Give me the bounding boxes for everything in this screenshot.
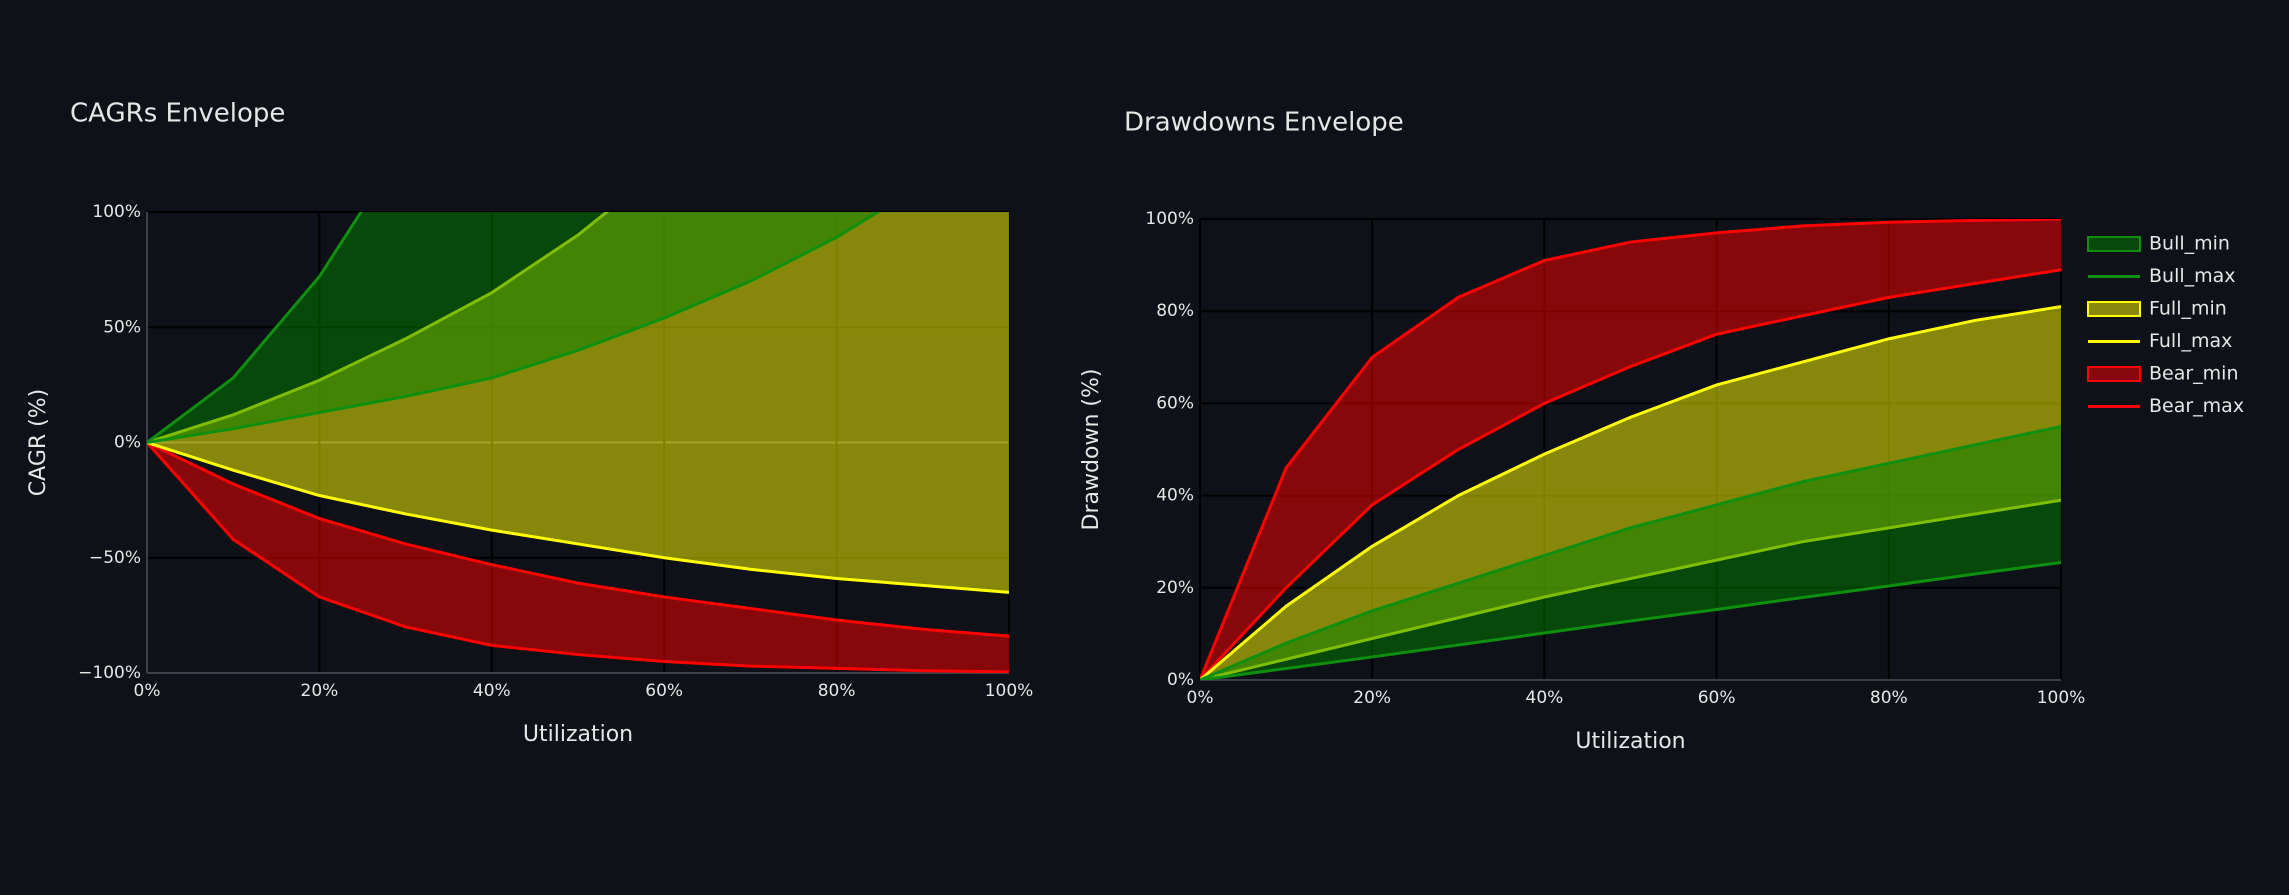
legend-label: Bull_min bbox=[2149, 233, 2230, 255]
legend-swatch bbox=[2087, 236, 2141, 252]
y-tick-label: 60% bbox=[1156, 393, 1194, 413]
envelope-fill bbox=[1200, 426, 2061, 680]
x-tick-label: 60% bbox=[645, 681, 683, 701]
x-tick-label: 0% bbox=[1187, 688, 1214, 708]
envelope-fill bbox=[1200, 219, 2061, 680]
y-tick-label: 100% bbox=[92, 202, 141, 222]
y-tick-label: 20% bbox=[1156, 578, 1194, 598]
x-tick-label: 100% bbox=[985, 681, 1034, 701]
series-line bbox=[147, 441, 1009, 673]
x-tick-label: 80% bbox=[818, 681, 856, 701]
x-tick-label: 80% bbox=[1870, 688, 1908, 708]
x-axis-title: Utilization bbox=[523, 722, 633, 747]
series-line bbox=[1200, 268, 2061, 680]
legend-swatch bbox=[2087, 366, 2141, 382]
y-tick-label: 80% bbox=[1156, 301, 1194, 321]
x-tick-label: 20% bbox=[301, 681, 339, 701]
plot-area bbox=[1200, 219, 2061, 680]
chart-title: Drawdowns Envelope bbox=[1124, 108, 1404, 138]
y-axis-title: CAGR (%) bbox=[26, 389, 51, 496]
series-line bbox=[1200, 560, 2061, 680]
legend-label: Full_max bbox=[2149, 330, 2232, 352]
legend-swatch bbox=[2087, 301, 2141, 317]
series-line bbox=[147, 212, 363, 444]
y-tick-label: 100% bbox=[1145, 209, 1194, 229]
y-tick-label: 0% bbox=[114, 433, 141, 453]
envelope-fill bbox=[147, 212, 878, 443]
y-tick-label: −100% bbox=[78, 663, 141, 683]
y-tick-label: −50% bbox=[89, 548, 141, 568]
series-line bbox=[147, 441, 1009, 638]
y-tick-label: 0% bbox=[1167, 670, 1194, 690]
legend-label: Bull_max bbox=[2149, 265, 2236, 287]
envelope-fill bbox=[1200, 306, 2061, 680]
legend-label: Full_min bbox=[2149, 298, 2227, 320]
y-tick-label: 40% bbox=[1156, 486, 1194, 506]
x-tick-label: 40% bbox=[1526, 688, 1564, 708]
series-line bbox=[1200, 219, 2061, 680]
x-tick-label: 40% bbox=[473, 681, 511, 701]
x-tick-label: 0% bbox=[134, 681, 161, 701]
series-line bbox=[147, 212, 881, 444]
x-tick-label: 100% bbox=[2037, 688, 2086, 708]
chart-title: CAGRs Envelope bbox=[70, 99, 285, 129]
series-line bbox=[1200, 424, 2061, 680]
series-line bbox=[147, 441, 1009, 594]
x-tick-label: 60% bbox=[1698, 688, 1736, 708]
plot-area bbox=[147, 212, 1009, 673]
y-tick-label: 50% bbox=[103, 317, 141, 337]
envelope-fill bbox=[147, 212, 1009, 593]
legend-label: Bear_max bbox=[2149, 395, 2244, 417]
x-axis-title: Utilization bbox=[1575, 729, 1685, 754]
legend-label: Bear_min bbox=[2149, 363, 2239, 385]
series-line bbox=[1200, 305, 2061, 680]
x-tick-label: 20% bbox=[1353, 688, 1391, 708]
y-axis-title: Drawdown (%) bbox=[1079, 369, 1104, 531]
